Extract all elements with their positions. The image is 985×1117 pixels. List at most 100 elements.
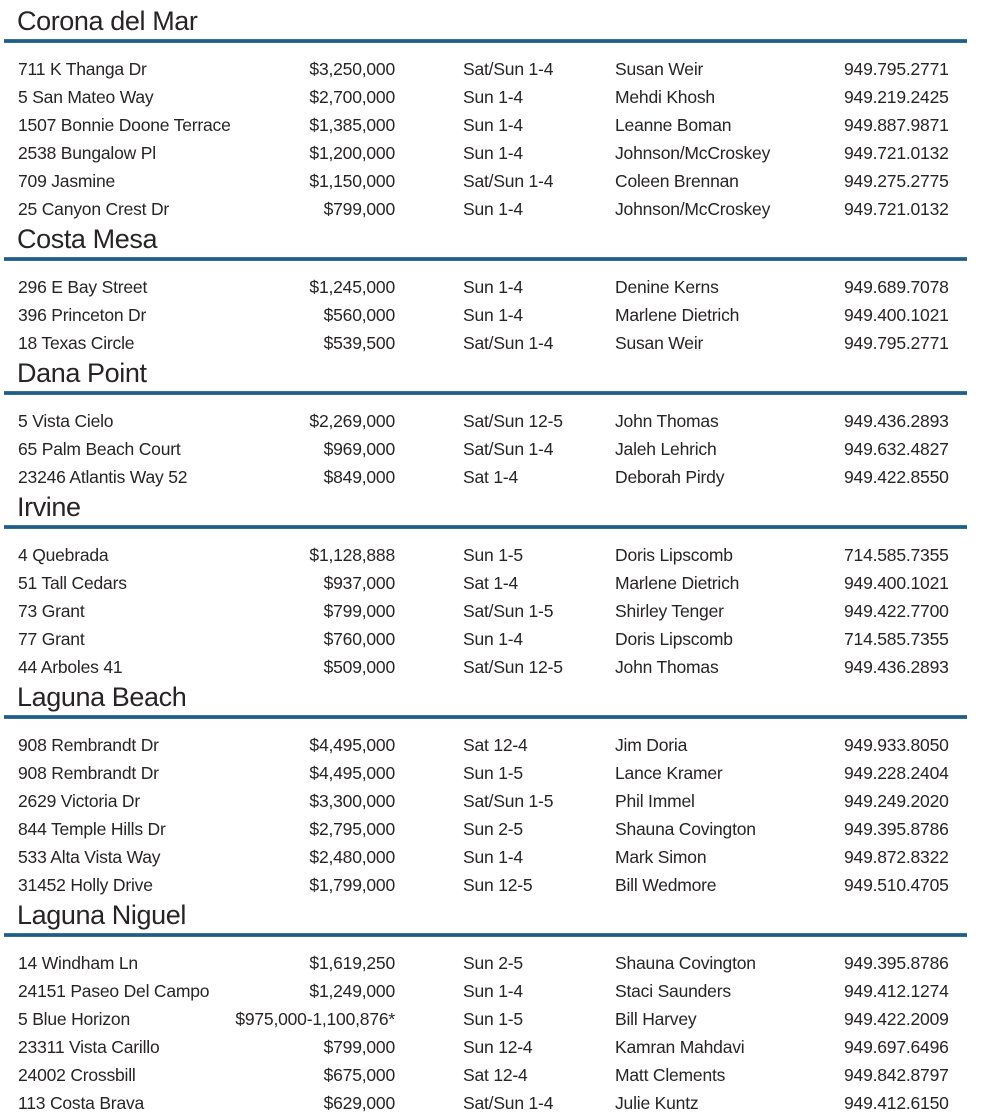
city-section: Irvine 4 Quebrada $1,128,888 Sun 1-5 Dor… (0, 491, 985, 681)
listing-address: 23246 Atlantis Way 52 (18, 467, 188, 487)
listing-price: $937,000 (323, 573, 396, 593)
listing-rows: 296 E Bay Street $1,245,000 Sun 1-4 Deni… (0, 261, 985, 357)
listing-rows: 711 K Thanga Dr $3,250,000 Sat/Sun 1-4 S… (0, 43, 985, 223)
listing-row: 4 Quebrada $1,128,888 Sun 1-5 Doris Lips… (0, 541, 985, 569)
listing-price: $3,250,000 (309, 59, 395, 79)
listing-price: $4,495,000 (309, 735, 395, 755)
open-house-time: Sun 12-5 (463, 875, 533, 895)
agent-name: Susan Weir (615, 59, 704, 79)
agent-phone: 949.721.0132 (844, 199, 949, 219)
listing-address: 5 Vista Cielo (18, 411, 114, 431)
agent-phone: 949.436.2893 (844, 657, 949, 677)
heading-rule (4, 257, 967, 261)
agent-name: Doris Lipscomb (615, 545, 733, 565)
listing-row: 5 San Mateo Way $2,700,000 Sun 1-4 Mehdi… (0, 83, 985, 111)
listing-row: 51 Tall Cedars $937,000 Sat 1-4 Marlene … (0, 569, 985, 597)
agent-phone: 949.412.1274 (844, 981, 949, 1001)
agent-phone: 949.422.8550 (844, 467, 949, 487)
agent-phone: 949.933.8050 (844, 735, 949, 755)
listing-address: 1507 Bonnie Doone Terrace (18, 115, 231, 135)
listing-row: 65 Palm Beach Court $969,000 Sat/Sun 1-4… (0, 435, 985, 463)
agent-name: Phil Immel (615, 791, 695, 811)
listing-row: 18 Texas Circle $539,500 Sat/Sun 1-4 Sus… (0, 329, 985, 357)
listing-row: 77 Grant $760,000 Sun 1-4 Doris Lipscomb… (0, 625, 985, 653)
city-section: Costa Mesa 296 E Bay Street $1,245,000 S… (0, 223, 985, 357)
agent-phone: 949.689.7078 (844, 277, 949, 297)
listing-price: $560,000 (323, 305, 396, 325)
listing-rows: 5 Vista Cielo $2,269,000 Sat/Sun 12-5 Jo… (0, 395, 985, 491)
listing-row: 908 Rembrandt Dr $4,495,000 Sat 12-4 Jim… (0, 731, 985, 759)
listing-row: 5 Vista Cielo $2,269,000 Sat/Sun 12-5 Jo… (0, 407, 985, 435)
listing-price: $799,000 (323, 601, 396, 621)
listing-address: 73 Grant (18, 601, 85, 621)
listing-price: $539,500 (323, 333, 396, 353)
agent-name: Johnson/McCroskey (615, 143, 771, 163)
agent-name: Matt Clements (615, 1065, 726, 1085)
listing-address: 51 Tall Cedars (18, 573, 127, 593)
listing-price: $4,495,000 (309, 763, 395, 783)
open-house-time: Sat/Sun 1-4 (463, 439, 554, 459)
listing-row: 5 Blue Horizon $975,000-1,100,876* Sun 1… (0, 1005, 985, 1033)
agent-name: Staci Saunders (615, 981, 731, 1001)
listing-price: $2,700,000 (309, 87, 395, 107)
listing-row: 844 Temple Hills Dr $2,795,000 Sun 2-5 S… (0, 815, 985, 843)
open-house-time: Sat/Sun 1-5 (463, 601, 554, 621)
agent-phone: 949.436.2893 (844, 411, 949, 431)
listing-address: 24151 Paseo Del Campo (18, 981, 210, 1001)
agent-phone: 949.422.2009 (844, 1009, 949, 1029)
listing-row: 113 Costa Brava $629,000 Sat/Sun 1-4 Jul… (0, 1089, 985, 1117)
agent-phone: 949.697.6496 (844, 1037, 949, 1057)
listing-price: $1,385,000 (309, 115, 395, 135)
agent-name: Deborah Pirdy (615, 467, 725, 487)
agent-name: Marlene Dietrich (615, 573, 740, 593)
city-heading: Costa Mesa (17, 224, 158, 254)
listing-price: $1,150,000 (309, 171, 395, 191)
listing-price: $760,000 (323, 629, 396, 649)
open-house-time: Sun 2-5 (463, 953, 523, 973)
agent-phone: 949.400.1021 (844, 573, 949, 593)
agent-name: Julie Kuntz (615, 1093, 699, 1113)
open-house-time: Sun 1-4 (463, 981, 523, 1001)
agent-name: Shauna Covington (615, 953, 756, 973)
agent-phone: 949.887.9871 (844, 115, 949, 135)
open-house-time: Sun 1-5 (463, 545, 523, 565)
listing-address: 44 Arboles 41 (18, 657, 123, 677)
listing-address: 2538 Bungalow Pl (18, 143, 156, 163)
agent-name: Bill Harvey (615, 1009, 697, 1029)
open-house-time: Sun 1-4 (463, 277, 523, 297)
agent-phone: 949.395.8786 (844, 819, 949, 839)
listing-row: 908 Rembrandt Dr $4,495,000 Sun 1-5 Lanc… (0, 759, 985, 787)
open-house-time: Sat/Sun 1-4 (463, 59, 554, 79)
listing-address: 18 Texas Circle (18, 333, 135, 353)
listing-row: 711 K Thanga Dr $3,250,000 Sat/Sun 1-4 S… (0, 55, 985, 83)
listing-address: 711 K Thanga Dr (18, 59, 147, 79)
agent-name: Coleen Brennan (615, 171, 739, 191)
listing-address: 113 Costa Brava (18, 1093, 145, 1113)
heading-rule (4, 39, 967, 43)
listing-price: $629,000 (323, 1093, 396, 1113)
city-section: Dana Point 5 Vista Cielo $2,269,000 Sat/… (0, 357, 985, 491)
listing-row: 31452 Holly Drive $1,799,000 Sun 12-5 Bi… (0, 871, 985, 899)
agent-phone: 949.228.2404 (844, 763, 949, 783)
listing-price: $3,300,000 (309, 791, 395, 811)
agent-name: Kamran Mahdavi (615, 1037, 745, 1057)
listing-address: 24002 Crossbill (18, 1065, 136, 1085)
open-house-time: Sun 1-4 (463, 115, 523, 135)
listing-row: 23311 Vista Carillo $799,000 Sun 12-4 Ka… (0, 1033, 985, 1061)
listing-address: 709 Jasmine (18, 171, 116, 191)
listing-rows: 14 Windham Ln $1,619,250 Sun 2-5 Shauna … (0, 937, 985, 1117)
agent-name: Doris Lipscomb (615, 629, 733, 649)
agent-name: John Thomas (615, 411, 719, 431)
listing-row: 73 Grant $799,000 Sat/Sun 1-5 Shirley Te… (0, 597, 985, 625)
heading-rule (4, 391, 967, 395)
listing-price: $1,799,000 (309, 875, 395, 895)
open-house-time: Sat/Sun 1-4 (463, 171, 554, 191)
agent-name: Denine Kerns (615, 277, 719, 297)
listing-address: 5 Blue Horizon (18, 1009, 130, 1029)
agent-phone: 949.795.2771 (844, 59, 949, 79)
agent-phone: 949.395.8786 (844, 953, 949, 973)
open-house-time: Sat 1-4 (463, 467, 519, 487)
listing-address: 844 Temple Hills Dr (18, 819, 166, 839)
listing-address: 23311 Vista Carillo (18, 1037, 160, 1057)
